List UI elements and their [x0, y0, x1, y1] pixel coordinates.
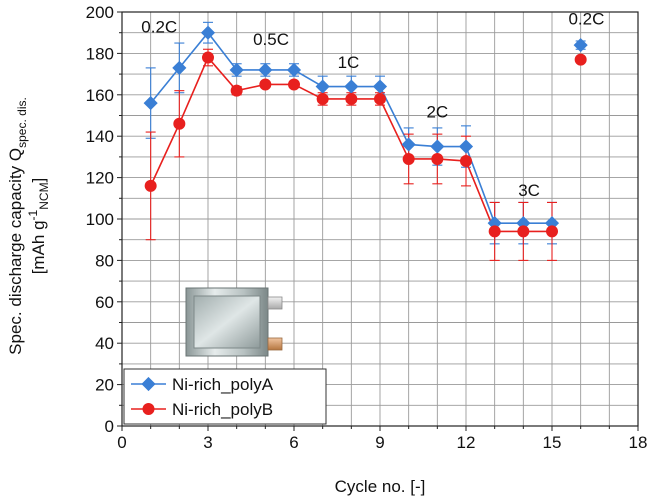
y-tick-label: 60 [95, 293, 114, 312]
legend: Ni-rich_polyA Ni-rich_polyB [123, 368, 327, 425]
y-axis-title-line1: Spec. discharge capacity Q [6, 148, 25, 355]
data-point [200, 25, 216, 40]
y-tick-label: 160 [86, 86, 114, 105]
y-axis-title-line2-suffix: ] [29, 178, 48, 183]
c-rate-label: 3C [518, 181, 540, 200]
data-point [430, 139, 445, 154]
data-point [573, 38, 588, 53]
data-point [258, 62, 273, 78]
data-point [459, 155, 472, 168]
data-point [574, 53, 587, 66]
c-rate-label: 2C [426, 103, 448, 122]
data-point [402, 152, 415, 165]
c-rate-label: 0.5C [253, 30, 289, 49]
y-axis-title-line1-sub: spec. dis. [15, 97, 29, 148]
data-point [259, 78, 272, 91]
x-tick-label: 12 [457, 433, 476, 452]
data-point [143, 96, 158, 111]
svg-text:Spec. discharge capacity Qspec: Spec. discharge capacity Qspec. dis. [6, 97, 29, 355]
pouch-cell-illustration [185, 287, 283, 357]
data-point [373, 92, 386, 105]
data-point [401, 137, 416, 152]
x-tick-label: 0 [117, 433, 126, 452]
y-tick-label: 100 [86, 210, 114, 229]
data-point [315, 79, 330, 94]
data-point [345, 92, 358, 105]
x-tick-label: 18 [629, 433, 648, 452]
y-tick-label: 20 [95, 376, 114, 395]
y-axis-title-line2: [mAh g [29, 220, 48, 274]
y-tick-label: 40 [95, 334, 114, 353]
data-point [431, 152, 444, 165]
data-point [173, 117, 186, 130]
c-rate-annotations: 0.2C 0.5C 1C 2C 3C 0.2C [141, 9, 604, 200]
y-tick-label: 180 [86, 44, 114, 63]
legend-label: Ni-rich_polyA [172, 375, 274, 394]
legend-marker [141, 376, 156, 392]
y-axis-title-line2-sup: -1 [26, 209, 40, 220]
legend-box [123, 368, 327, 425]
data-point [172, 60, 187, 75]
c-rate-label: 1C [338, 53, 360, 72]
x-tick-label: 6 [289, 433, 298, 452]
svg-text:[mAh g-1NCM]: [mAh g-1NCM] [26, 178, 51, 275]
y-axis-title: Spec. discharge capacity Qspec. dis. [mA… [6, 97, 51, 355]
x-tick-label: 15 [543, 433, 562, 452]
c-rate-label: 0.2C [568, 9, 604, 28]
data-point [517, 225, 530, 238]
data-point [286, 62, 302, 78]
y-tick-label: 80 [95, 251, 114, 270]
data-point [229, 62, 244, 78]
x-tick-label: 3 [203, 433, 212, 452]
data-point [372, 79, 388, 94]
data-point [287, 78, 300, 91]
legend-marker [142, 402, 155, 415]
data-point [144, 179, 157, 192]
data-point [230, 84, 243, 97]
legend-label: Ni-rich_polyB [172, 400, 273, 419]
data-point [344, 79, 359, 94]
data-point [201, 51, 214, 64]
y-axis-title-line2-sub: NCM [37, 182, 51, 209]
y-tick-label: 140 [86, 127, 114, 146]
grid-lines [122, 12, 638, 426]
c-rate-label: 0.2C [141, 18, 177, 37]
data-point [458, 139, 474, 154]
markers-Ni-rich_polyA [143, 25, 588, 231]
series-layer [143, 21, 588, 261]
data-point [316, 92, 329, 105]
x-axis-title: Cycle no. [-] [335, 477, 426, 496]
y-tick-label: 120 [86, 169, 114, 188]
x-tick-label: 9 [375, 433, 384, 452]
data-point [546, 225, 559, 238]
y-tick-label: 200 [86, 3, 114, 22]
data-point [488, 225, 501, 238]
markers-Ni-rich_polyB [144, 51, 587, 238]
y-tick-label: 0 [105, 417, 114, 436]
